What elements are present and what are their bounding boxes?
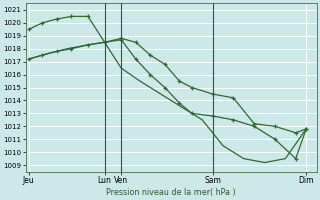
X-axis label: Pression niveau de la mer( hPa ): Pression niveau de la mer( hPa ): [106, 188, 236, 197]
